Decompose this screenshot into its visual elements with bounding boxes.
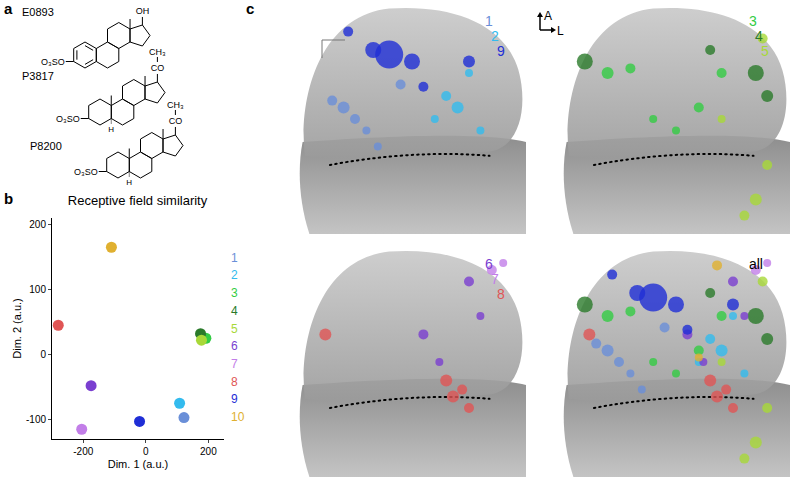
svg-text:2: 2 — [491, 28, 499, 44]
svg-text:a: a — [4, 0, 13, 17]
svg-text:1: 1 — [231, 251, 238, 265]
svg-text:Receptive field similarity: Receptive field similarity — [68, 193, 208, 208]
svg-text:CH₃: CH₃ — [149, 47, 166, 57]
svg-text:L: L — [557, 24, 564, 38]
svg-text:H: H — [126, 178, 132, 187]
svg-text:A: A — [544, 9, 552, 23]
svg-text:8: 8 — [231, 375, 238, 389]
svg-text:P8200: P8200 — [30, 140, 62, 152]
svg-text:0: 0 — [143, 446, 149, 457]
svg-text:100: 100 — [29, 284, 46, 295]
svg-text:CH₃: CH₃ — [167, 100, 184, 110]
svg-text:CO: CO — [151, 63, 165, 73]
svg-text:10: 10 — [231, 410, 245, 424]
svg-text:H: H — [108, 125, 114, 134]
svg-text:8: 8 — [497, 286, 505, 302]
svg-text:P3817: P3817 — [22, 70, 54, 82]
svg-text:-100: -100 — [26, 414, 46, 425]
svg-text:7: 7 — [491, 271, 499, 287]
svg-text:6: 6 — [485, 256, 493, 272]
svg-text:9: 9 — [231, 392, 238, 406]
svg-text:4: 4 — [755, 28, 763, 44]
svg-text:7: 7 — [231, 357, 238, 371]
svg-text:6: 6 — [231, 339, 238, 353]
svg-text:CO: CO — [169, 116, 183, 126]
svg-text:O₃SO: O₃SO — [74, 167, 98, 177]
svg-text:0: 0 — [40, 349, 46, 360]
svg-text:3: 3 — [749, 13, 757, 29]
svg-text:9: 9 — [497, 43, 505, 59]
svg-text:Dim. 1 (a.u.): Dim. 1 (a.u.) — [108, 458, 169, 470]
svg-text:OH: OH — [136, 6, 150, 16]
svg-text:4: 4 — [231, 304, 238, 318]
svg-text:2: 2 — [231, 268, 238, 282]
svg-text:200: 200 — [200, 446, 217, 457]
svg-text:1: 1 — [485, 13, 493, 29]
svg-text:200: 200 — [29, 219, 46, 230]
svg-text:5: 5 — [231, 322, 238, 336]
svg-text:O₃SO: O₃SO — [41, 57, 65, 67]
svg-text:5: 5 — [761, 43, 769, 59]
svg-text:c: c — [246, 0, 254, 17]
svg-text:O₃SO: O₃SO — [56, 114, 80, 124]
svg-text:Dim. 2 (a.u.): Dim. 2 (a.u.) — [11, 298, 23, 359]
svg-text:3: 3 — [231, 286, 238, 300]
svg-text:E0893: E0893 — [22, 6, 54, 18]
svg-text:all: all — [749, 256, 763, 272]
svg-text:-200: -200 — [73, 446, 93, 457]
svg-text:b: b — [4, 190, 13, 207]
